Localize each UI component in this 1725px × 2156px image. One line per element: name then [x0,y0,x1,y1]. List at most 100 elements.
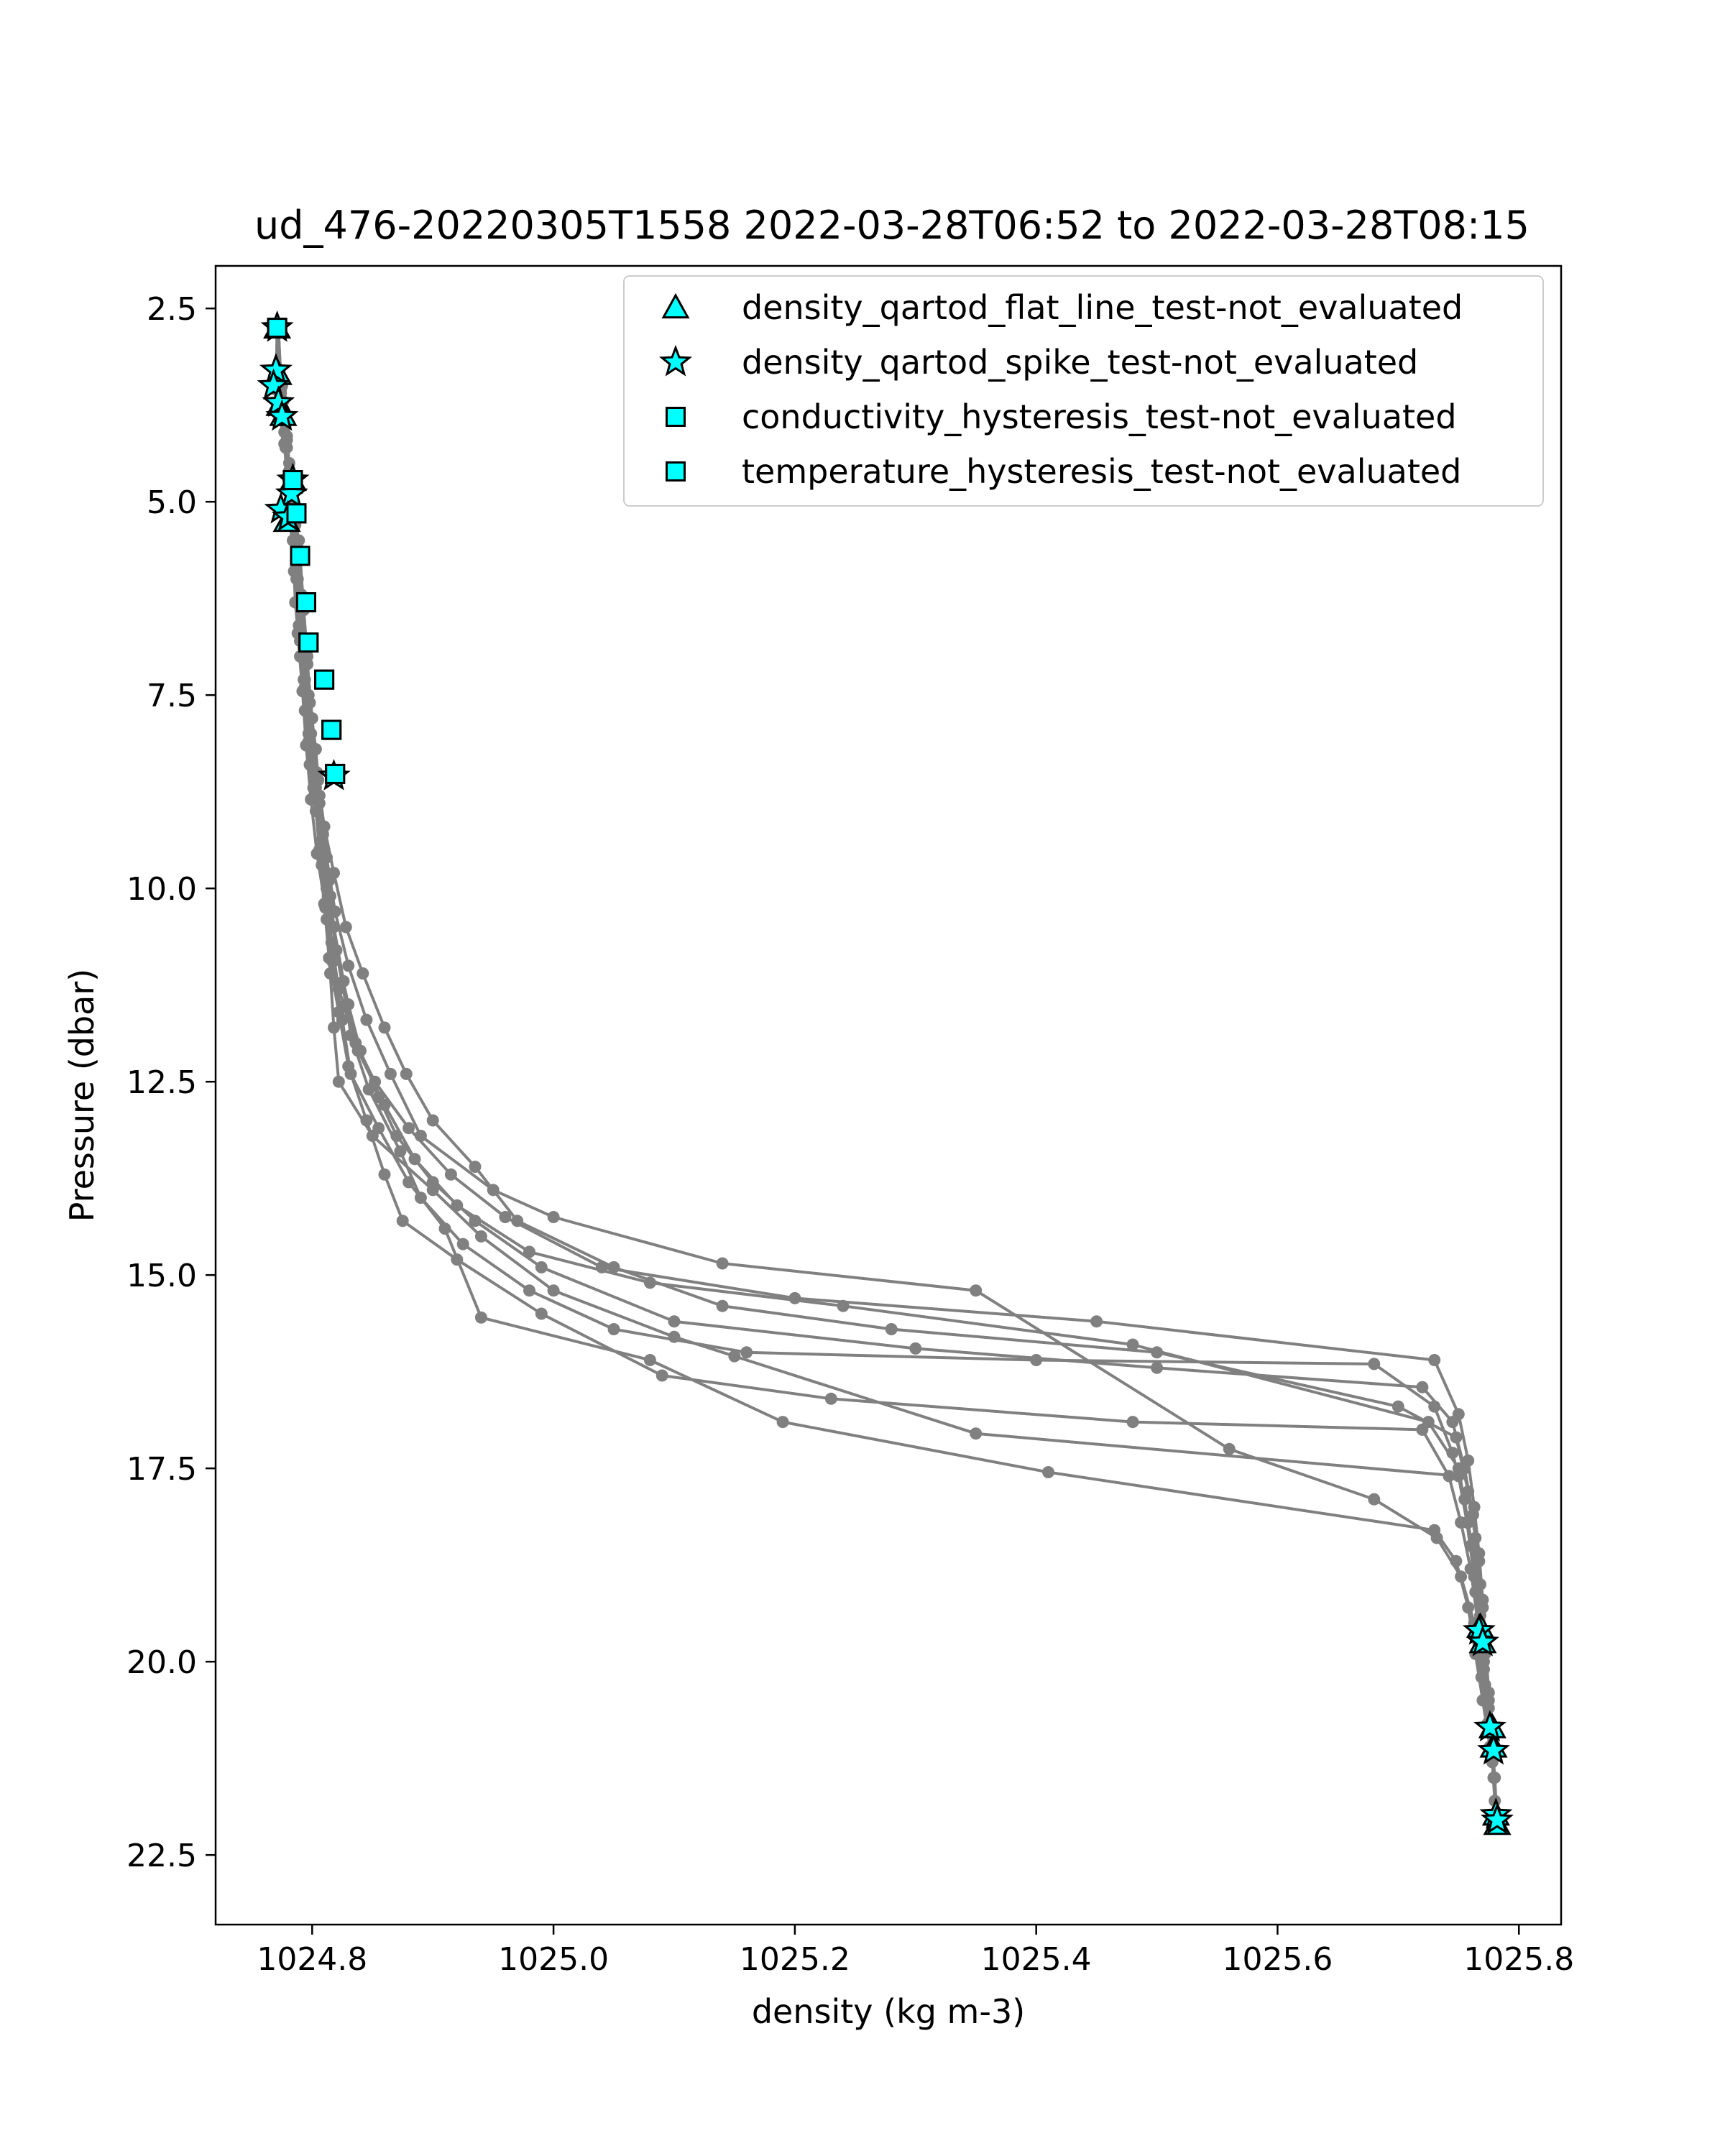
legend-square-marker [666,407,686,427]
profile-point [474,1311,487,1324]
legend-box [623,275,1544,507]
x-tick-label: 1025.6 [1222,1941,1333,1978]
profile-point [1450,1431,1463,1444]
profile-point [1151,1361,1164,1374]
legend-label: density_qartod_flat_line_test-not_evalua… [742,288,1463,327]
qc-flag-markers [257,310,1514,1835]
profile-point [1476,1694,1489,1707]
profile-point [328,906,341,918]
profile-point [740,1346,753,1359]
profile-point [1428,1524,1441,1537]
profile-point [378,1168,391,1181]
profile-point [607,1323,620,1335]
profile-point [970,1427,983,1440]
profile-point [1090,1315,1103,1328]
y-tick-label: 12.5 [126,1064,197,1101]
profile-point [523,1284,535,1297]
profile-point [310,847,323,860]
profile-point [319,901,332,914]
profile-point [523,1245,535,1258]
square-marker [298,632,319,653]
profile-point [342,959,355,972]
star-marker [265,399,299,431]
square-marker [290,545,310,566]
profile-point [339,921,352,934]
profile-point [970,1284,983,1297]
profile-point [438,1222,451,1235]
profile-point [511,1215,524,1227]
profile-point [300,739,313,752]
y-tick-label: 17.5 [126,1451,197,1488]
y-tick-label: 22.5 [126,1838,197,1874]
legend-label: density_qartod_spike_test-not_evaluated [742,343,1418,382]
profile-point [372,1122,385,1135]
profile-point [643,1276,656,1289]
profile-point [607,1261,620,1273]
profile-point [909,1342,922,1355]
x-tick-label: 1025.4 [981,1941,1092,1978]
profile-point [408,1153,421,1166]
profile-point [288,565,300,578]
profile-point [360,1013,373,1026]
profile-point [1223,1442,1236,1455]
profile-point [547,1284,560,1297]
y-tick-label: 2.5 [147,291,197,328]
profile-point [339,998,352,1011]
plot-area-frame [214,264,1563,1926]
profile-point [716,1299,729,1312]
profile-point [1462,1485,1475,1498]
flag-series-4 [267,318,346,784]
chart-title: ud_476-20220305T1558 2022-03-28T06:52 to… [254,203,1530,248]
profile-point [788,1291,801,1304]
profile-point [824,1392,837,1405]
square-marker [321,719,342,740]
profile-point [1030,1354,1043,1366]
y-axis-label: Pressure (dbar) [63,969,101,1222]
legend-triangle-marker [661,292,690,319]
profile-point [332,1075,345,1088]
profile-point [547,1211,560,1223]
x-tick-label: 1025.0 [498,1941,609,1978]
profile-point [394,1145,407,1158]
profile-point [1416,1423,1429,1436]
square-marker [325,763,346,784]
profile-point [1450,1554,1463,1567]
legend-star-marker [658,344,693,377]
legend-entry: conductivity_hysteresis_test-not_evaluat… [666,397,1457,436]
profile-point [305,793,318,806]
profile-point [356,967,369,980]
profile-point [643,1354,656,1366]
profile-point [728,1350,741,1363]
profile-point [351,1044,364,1057]
square-marker [295,592,316,613]
profile-point [384,1067,397,1080]
profile-point [474,1230,487,1243]
star-marker [257,368,290,400]
profile-point [535,1307,548,1320]
profile-point [1428,1400,1441,1413]
profile-point [296,685,309,698]
profile-point [1126,1338,1139,1351]
profile-point [487,1184,500,1197]
profile-point [456,1238,469,1250]
star-marker [1480,1802,1514,1835]
square-marker [314,669,335,690]
profile-point [336,1013,349,1026]
square-marker [286,503,307,524]
profile-point [396,1215,409,1227]
legend-entry: density_qartod_flat_line_test-not_evalua… [661,288,1463,327]
square-marker [282,470,303,491]
square-marker [267,318,288,338]
profile-point [414,1130,427,1142]
x-tick-label: 1025.2 [740,1941,850,1978]
y-tick-label: 15.0 [126,1258,197,1294]
profile-point [716,1257,729,1270]
profile-point [426,1114,439,1127]
legend: density_qartod_flat_line_test-not_evalua… [623,275,1544,507]
profile-point [535,1261,548,1273]
y-tick-label: 20.0 [126,1644,197,1681]
profile-point [1042,1466,1054,1478]
y-tick-label: 5.0 [147,484,197,521]
profile-point [344,1067,357,1080]
